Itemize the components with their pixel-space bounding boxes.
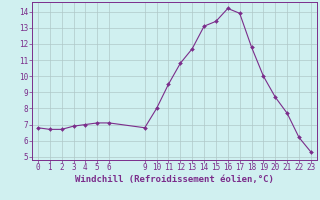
X-axis label: Windchill (Refroidissement éolien,°C): Windchill (Refroidissement éolien,°C) — [75, 175, 274, 184]
